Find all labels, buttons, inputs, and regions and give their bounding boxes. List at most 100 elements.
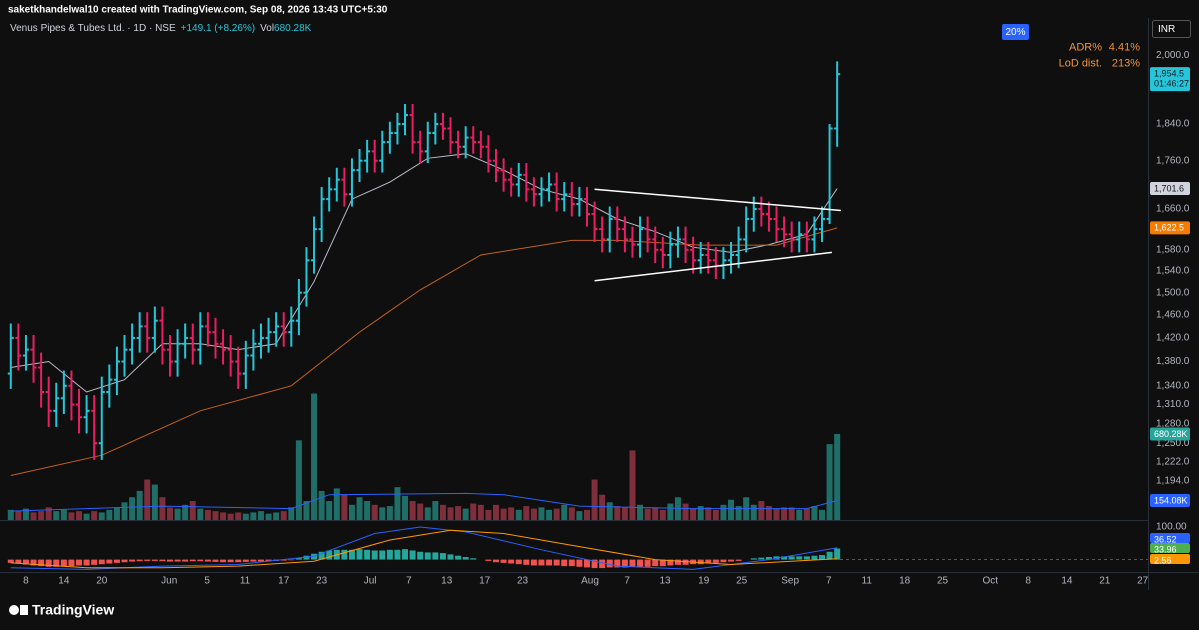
volume-bar xyxy=(568,507,575,520)
x-tick-label: 23 xyxy=(517,576,529,587)
volume-bar xyxy=(136,490,143,520)
volume-bar xyxy=(182,504,189,520)
volume-bar xyxy=(493,504,499,520)
volume-bar xyxy=(750,504,757,520)
volume-bar xyxy=(826,444,833,520)
osc-bar xyxy=(318,551,325,560)
volume-bar xyxy=(174,508,181,520)
osc-bar xyxy=(470,558,477,560)
osc-bar xyxy=(356,549,363,560)
osc-bar xyxy=(174,559,181,562)
osc-bar xyxy=(455,555,462,560)
y-tick-label: 1,540.0 xyxy=(1156,266,1190,277)
volume-bar xyxy=(394,487,401,520)
volume-bar xyxy=(424,507,431,520)
osc-bar xyxy=(167,559,173,562)
x-tick-label: 7 xyxy=(826,576,832,587)
volume-bar xyxy=(606,502,613,520)
change: +149.1 (+8.26%) xyxy=(181,23,256,34)
osc-bar xyxy=(515,559,522,565)
x-tick-label: 20 xyxy=(96,576,108,587)
y-tick-label: 2,000.0 xyxy=(1156,50,1190,61)
volume-bar xyxy=(212,511,219,520)
x-tick-label: 7 xyxy=(624,576,630,587)
osc-bar xyxy=(250,559,257,562)
volume-bar xyxy=(788,507,795,520)
volume-bar xyxy=(659,509,666,520)
x-tick-label: 25 xyxy=(937,576,949,587)
volume-bar xyxy=(7,509,14,520)
osc-bar xyxy=(788,556,795,560)
osc-bar xyxy=(204,559,211,562)
osc-bar xyxy=(637,559,644,567)
volume-bar xyxy=(98,512,105,520)
volume-bar xyxy=(288,507,295,520)
volume-bar xyxy=(356,497,363,520)
volume-bar xyxy=(333,488,340,520)
volume-bar xyxy=(273,512,280,520)
osc-bar xyxy=(83,559,90,566)
volume-bar xyxy=(455,506,462,520)
volume-bar xyxy=(83,513,90,520)
volume-bar xyxy=(76,511,83,520)
volume-bar xyxy=(295,440,302,520)
stat-label: LoD dist. xyxy=(1059,57,1102,69)
x-tick-label: Oct xyxy=(983,576,999,587)
x-tick-label: 14 xyxy=(58,576,70,587)
osc-bar xyxy=(720,559,727,563)
ma-label-bg xyxy=(1150,221,1190,235)
volume-bar xyxy=(667,503,674,520)
osc-bar xyxy=(295,557,302,560)
osc-bar xyxy=(652,559,659,567)
volume-bar xyxy=(235,512,242,520)
osc-bar xyxy=(38,559,45,567)
y-tick-label: 1,500.0 xyxy=(1156,287,1190,298)
osc-bar xyxy=(493,559,499,563)
volume-bar xyxy=(341,494,348,520)
osc-bar xyxy=(113,559,120,563)
osc-bar xyxy=(22,559,29,565)
osc-bar xyxy=(394,549,401,560)
volume-bar xyxy=(417,503,424,520)
osc-bar xyxy=(280,559,287,561)
osc-bar xyxy=(136,559,143,562)
volume-ma-label: 154.08K xyxy=(1154,495,1188,505)
x-tick-label: 14 xyxy=(1061,576,1073,587)
x-tick-label: Jul xyxy=(364,576,377,587)
volume-bar xyxy=(500,508,507,520)
volume-bar xyxy=(22,508,29,520)
osc-bar xyxy=(348,549,355,560)
volume-bar xyxy=(30,512,37,520)
osc-tick-label: 100.00 xyxy=(1156,522,1187,533)
trend-line xyxy=(594,251,832,282)
logo-mark xyxy=(9,605,19,615)
osc-bar xyxy=(60,559,67,567)
volume-bar xyxy=(599,494,606,520)
osc-bar xyxy=(705,559,712,564)
osc-bar xyxy=(644,559,651,567)
stat-label: ADR% xyxy=(1069,41,1102,53)
osc-bar xyxy=(371,550,378,560)
volume-bar xyxy=(470,503,477,520)
osc-bar xyxy=(432,552,439,560)
osc-bar xyxy=(144,559,151,561)
y-tick-label: 1,250.0 xyxy=(1156,438,1190,449)
osc-bar xyxy=(462,557,469,560)
volume-bar xyxy=(576,511,583,520)
ma-label: 1,701.6 xyxy=(1154,183,1184,193)
y-tick-label: 1,660.0 xyxy=(1156,204,1190,215)
volume-bar xyxy=(250,512,257,520)
volume-bar xyxy=(690,508,697,520)
osc-bar xyxy=(303,555,310,560)
volume-bar xyxy=(60,509,67,520)
currency[interactable]: INR xyxy=(1158,24,1175,35)
volume-name: Vol xyxy=(260,23,274,34)
volume-bar xyxy=(303,501,310,520)
osc-bar xyxy=(796,556,803,560)
osc-bar xyxy=(386,549,393,560)
osc-bar xyxy=(159,559,166,562)
osc-bar xyxy=(674,559,681,565)
volume-bar xyxy=(402,495,409,520)
currency-box[interactable] xyxy=(1152,20,1191,38)
